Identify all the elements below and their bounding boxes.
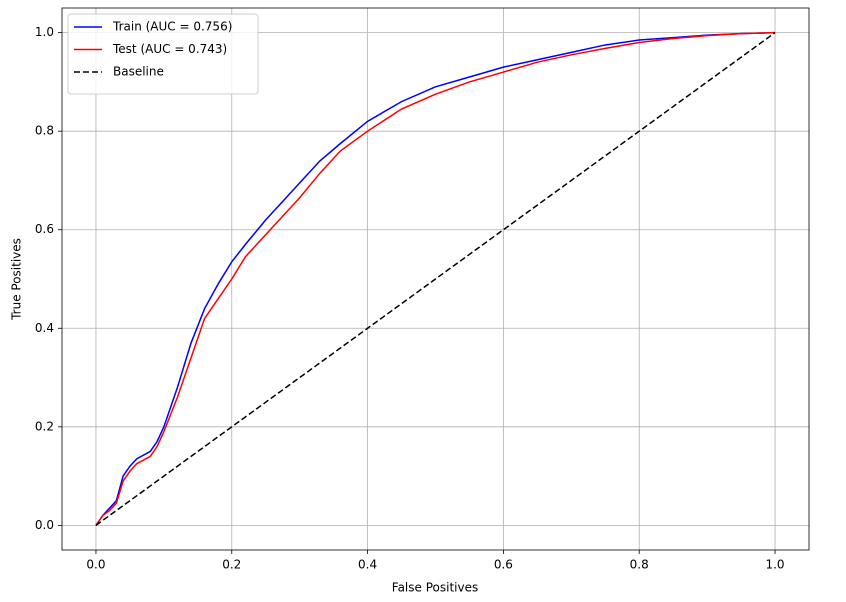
x-tick-label: 1.0: [765, 558, 784, 572]
y-tick-label: 0.6: [35, 222, 54, 236]
y-tick-label: 0.4: [35, 321, 54, 335]
series-line: [95, 31, 776, 526]
y-tick-label: 0.2: [35, 419, 54, 433]
y-tick-label: 0.0: [35, 518, 54, 532]
x-axis-label: False Positives: [392, 581, 478, 595]
x-tick-label: 0.2: [222, 558, 241, 572]
x-tick-label: 0.0: [86, 558, 105, 572]
legend-label: Test (AUC = 0.743): [112, 42, 227, 56]
series-line: [95, 32, 776, 526]
plot-frame: [61, 7, 810, 551]
x-tick-label: 0.4: [358, 558, 377, 572]
x-tick-label: 0.6: [494, 558, 513, 572]
y-tick-label: 1.0: [35, 25, 54, 39]
x-tick-label: 0.8: [630, 558, 649, 572]
legend-label: Train (AUC = 0.756): [112, 20, 232, 34]
y-tick-label: 0.8: [35, 124, 54, 138]
legend-label: Baseline: [113, 65, 164, 79]
legend-box: [67, 13, 259, 95]
y-axis-label: True Positives: [10, 238, 24, 321]
series-line: [95, 31, 776, 526]
